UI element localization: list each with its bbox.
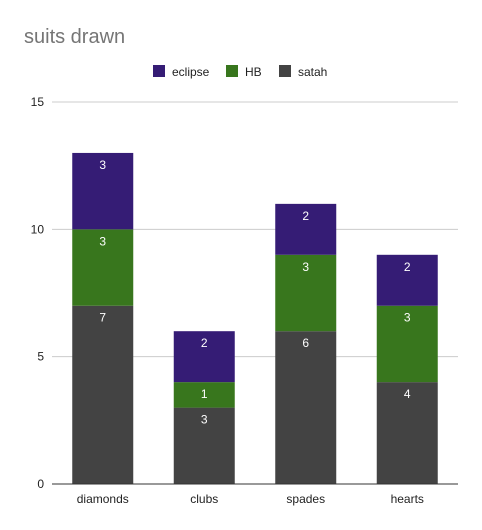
legend: eclipse HB satah — [153, 65, 327, 79]
legend-swatch — [279, 65, 291, 77]
x-axis: diamonds clubs spades hearts — [52, 483, 458, 506]
data-label: 2 — [404, 260, 411, 274]
bar-segment — [72, 152, 134, 230]
y-tick-label: 5 — [37, 350, 44, 364]
bar-segment — [275, 203, 337, 255]
bar-segment — [72, 229, 134, 306]
y-tick-label: 10 — [31, 222, 45, 236]
x-tick-label: spades — [286, 492, 325, 506]
bar-segment — [376, 254, 438, 306]
legend-label: eclipse — [172, 65, 210, 79]
bar-segment — [376, 382, 438, 484]
data-label: 6 — [302, 336, 309, 350]
data-label: 3 — [404, 311, 411, 325]
legend-label: satah — [298, 65, 327, 79]
x-tick-label: diamonds — [77, 492, 129, 506]
data-label: 7 — [99, 311, 106, 325]
y-tick-label: 0 — [37, 477, 44, 491]
legend-swatch — [153, 65, 165, 77]
bar-segment — [173, 331, 235, 383]
bar-segment — [275, 331, 337, 484]
legend-swatch — [226, 65, 238, 77]
data-labels: 7 3 3 3 1 2 6 3 2 4 3 2 — [99, 158, 411, 427]
data-label: 3 — [302, 260, 309, 274]
x-tick-label: clubs — [190, 492, 218, 506]
legend-label: HB — [245, 65, 262, 79]
chart-title: suits drawn — [24, 26, 125, 48]
data-label: 2 — [201, 336, 208, 350]
bar-segment — [173, 382, 235, 408]
y-tick-label: 15 — [31, 95, 45, 109]
bar-segment — [173, 407, 235, 484]
bars — [72, 152, 438, 484]
data-label: 2 — [302, 209, 309, 223]
data-label: 3 — [201, 413, 208, 427]
bar-segment — [376, 305, 438, 383]
data-label: 3 — [99, 158, 106, 172]
data-label: 3 — [99, 234, 106, 248]
bar-segment — [275, 254, 337, 332]
bar-segment — [72, 305, 134, 484]
data-label: 1 — [201, 387, 208, 401]
data-label: 4 — [404, 387, 411, 401]
x-tick-label: hearts — [391, 492, 424, 506]
